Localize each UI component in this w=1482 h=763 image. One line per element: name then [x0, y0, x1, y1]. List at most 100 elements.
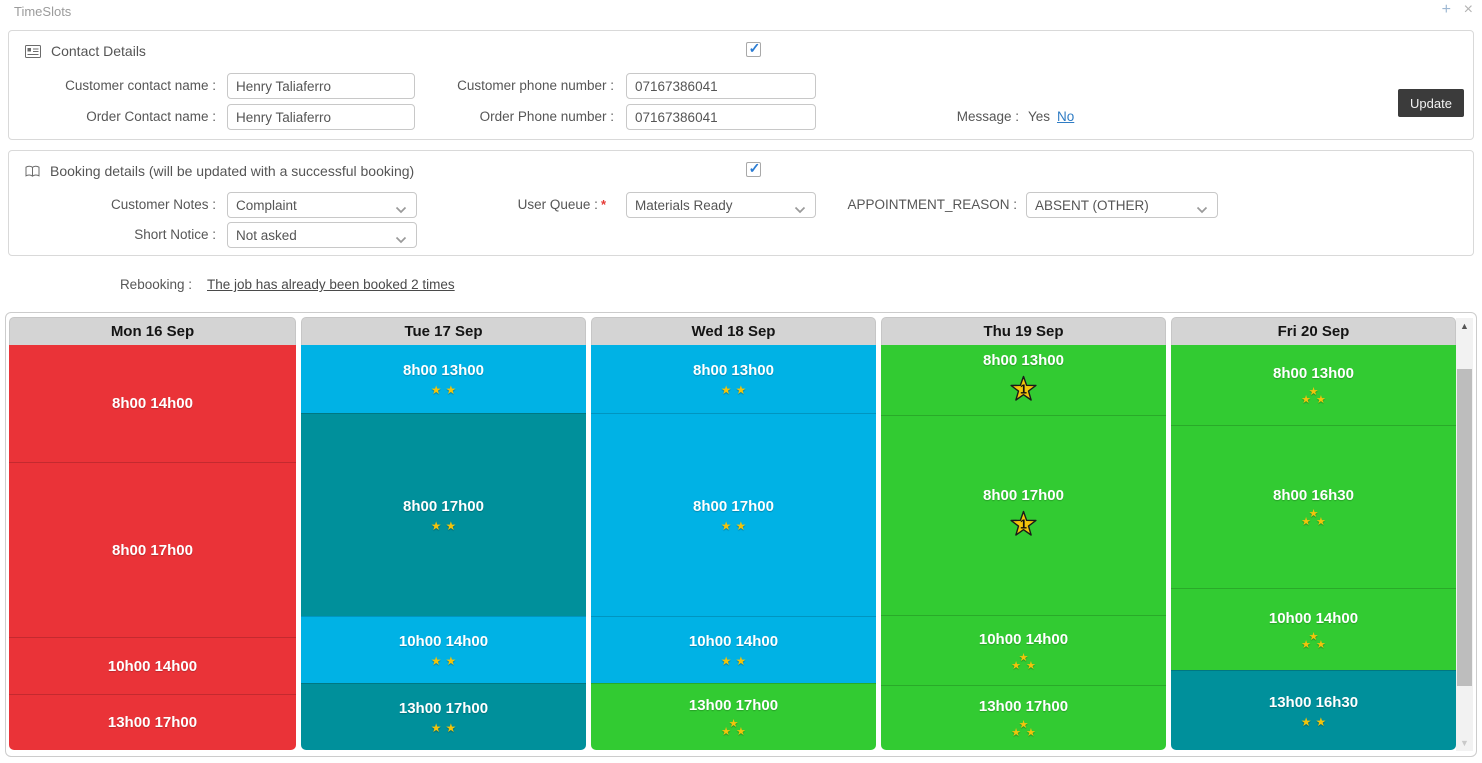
time-slot[interactable]: 8h00 17h00 ★ ★: [301, 413, 586, 616]
scrollbar-thumb[interactable]: [1457, 369, 1472, 686]
page-title: TimeSlots: [14, 4, 72, 19]
time-slot-label: 8h00 14h00: [112, 395, 193, 412]
customer-phone-number-input[interactable]: [626, 73, 816, 99]
time-slot[interactable]: 13h00 17h00 ★ ★ ★: [881, 685, 1166, 750]
order-contact-name-input[interactable]: [227, 104, 415, 130]
time-slot[interactable]: 8h00 17h00: [9, 462, 296, 637]
time-slot[interactable]: 13h00 16h30 ★ ★: [1171, 670, 1456, 750]
message-yes-option[interactable]: Yes: [1028, 109, 1051, 124]
star-rating: ★ ★ ★: [1301, 631, 1326, 650]
star-icon: ★: [735, 383, 747, 397]
day-column: Tue 17 Sep 8h00 13h00 ★ ★ 8h00 17h00 ★ ★ 10h00 …: [301, 317, 586, 750]
check-icon: ✓: [748, 39, 761, 56]
star-icon: ★: [1018, 719, 1029, 731]
booking-panel-header: Booking details (will be updated with a …: [25, 163, 414, 179]
user-queue-select[interactable]: Materials Ready: [626, 192, 816, 218]
star-rating: ★ ★: [721, 655, 747, 667]
time-slot-label: 13h00 16h30: [1268, 693, 1359, 711]
star-rating: ★ ★: [721, 384, 747, 396]
time-slot-label: 13h00 17h00: [688, 697, 779, 714]
time-slot[interactable]: 10h00 14h00: [9, 637, 296, 694]
time-slot-label: 8h00 13h00: [693, 362, 774, 379]
time-slot[interactable]: 13h00 17h00 ★ ★ ★: [591, 683, 876, 750]
day-header: Thu 19 Sep: [881, 317, 1166, 345]
message-no-link[interactable]: No: [1057, 109, 1075, 124]
star-rating: ★ ★ ★: [721, 719, 746, 738]
order-phone-number-label: Order Phone number :: [479, 109, 614, 124]
add-icon[interactable]: +: [1441, 1, 1451, 18]
star-icon: ★: [735, 654, 747, 668]
star-icon: ★: [1308, 508, 1319, 520]
user-queue-label: User Queue : *: [517, 197, 606, 212]
time-slot-label: 10h00 14h00: [688, 633, 779, 650]
timeslot-calendar: Mon 16 Sep 8h00 14h00 8h00 17h00 10h00 14h0…: [5, 312, 1477, 757]
time-slot-label: 8h00 17h00: [403, 498, 484, 515]
star-rating: ★ ★ ★: [1301, 508, 1326, 528]
star-icon: ★: [1026, 659, 1036, 672]
star-badge-icon: 1: [1008, 374, 1039, 409]
time-slot[interactable]: 8h00 16h30 ★ ★ ★: [1171, 425, 1456, 588]
contact-panel-header: Contact Details: [25, 43, 146, 59]
time-slot[interactable]: 8h00 13h00 1: [881, 345, 1166, 415]
time-slot[interactable]: 10h00 14h00 ★ ★: [301, 616, 586, 683]
day-column: Mon 16 Sep 8h00 14h00 8h00 17h00 10h00 14h0…: [9, 317, 296, 750]
order-phone-number-input[interactable]: [626, 104, 816, 130]
customer-contact-name-input[interactable]: [227, 73, 415, 99]
contact-checkbox[interactable]: ✓: [746, 39, 761, 57]
star-icon: ★: [736, 726, 746, 738]
star-badge-icon: 1: [1008, 509, 1039, 544]
scroll-down-icon[interactable]: ▼: [1460, 738, 1469, 748]
appointment-reason-label: APPOINTMENT_REASON :: [847, 197, 1017, 212]
time-slot[interactable]: 8h00 13h00 ★ ★: [591, 345, 876, 413]
time-slot-label: 8h00 17h00: [983, 487, 1064, 504]
star-icon: ★: [445, 383, 457, 397]
star-rating: ★ ★: [431, 655, 457, 667]
time-slot-label: 8h00 13h00: [1273, 365, 1354, 382]
update-button[interactable]: Update: [1398, 89, 1464, 117]
rebooking-link[interactable]: The job has already been booked 2 times: [207, 277, 455, 292]
rebooking-label: Rebooking :: [119, 277, 192, 292]
star-icon: ★: [430, 721, 442, 735]
star-icon: ★: [1011, 659, 1021, 672]
booking-panel-title: Booking details (will be updated with a …: [50, 163, 415, 179]
calendar-scrollbar[interactable]: ▲ ▼: [1456, 318, 1473, 751]
time-slot[interactable]: 8h00 14h00: [9, 345, 296, 462]
svg-text:1: 1: [1020, 518, 1027, 532]
time-slot-label: 13h00 17h00: [107, 714, 198, 731]
time-slot[interactable]: 10h00 14h00 ★ ★: [591, 616, 876, 683]
scroll-up-icon[interactable]: ▲: [1460, 321, 1469, 331]
time-slot[interactable]: 13h00 17h00: [9, 694, 296, 750]
appointment-reason-select[interactable]: ABSENT (OTHER): [1026, 192, 1218, 218]
customer-notes-label: Customer Notes :: [110, 197, 216, 212]
open-book-icon: [25, 165, 40, 178]
star-rating: ★ ★: [431, 520, 457, 532]
star-icon: ★: [721, 726, 731, 738]
day-column: Fri 20 Sep 8h00 13h00 ★ ★ ★ 8h00 16h30 ★ ★ ★ 10h0…: [1171, 317, 1456, 750]
star-icon: ★: [1308, 386, 1319, 398]
time-slot[interactable]: 8h00 13h00 ★ ★: [301, 345, 586, 413]
time-slot[interactable]: 8h00 17h00 1: [881, 415, 1166, 615]
short-notice-select[interactable]: Not asked: [227, 222, 417, 248]
booking-checkbox[interactable]: ✓: [746, 159, 761, 177]
time-slot[interactable]: 10h00 14h00 ★ ★ ★: [881, 615, 1166, 685]
booking-details-panel: Booking details (will be updated with a …: [8, 150, 1474, 256]
check-icon: ✓: [748, 159, 761, 176]
star-rating: ★ ★: [431, 384, 457, 396]
time-slot[interactable]: 8h00 17h00 ★ ★: [591, 413, 876, 616]
chevron-down-icon: [395, 202, 407, 217]
customer-contact-name-label: Customer contact name :: [65, 78, 216, 93]
customer-notes-select[interactable]: Complaint: [227, 192, 417, 218]
contact-panel-title: Contact Details: [51, 43, 146, 59]
star-icon: ★: [1301, 394, 1311, 406]
star-icon: ★: [1011, 727, 1021, 739]
star-icon: ★: [1316, 394, 1326, 406]
time-slot-label: 8h00 13h00: [403, 362, 484, 379]
time-slot[interactable]: 8h00 13h00 ★ ★ ★: [1171, 345, 1456, 425]
chevron-down-icon: [1196, 202, 1208, 217]
close-icon[interactable]: ×: [1463, 1, 1473, 18]
time-slot[interactable]: 10h00 14h00 ★ ★ ★: [1171, 588, 1456, 670]
time-slot[interactable]: 13h00 17h00 ★ ★: [301, 683, 586, 750]
time-slot-label: 10h00 14h00: [398, 633, 489, 650]
star-icon: ★: [720, 383, 732, 397]
star-rating: ★ ★ ★: [1011, 652, 1036, 672]
